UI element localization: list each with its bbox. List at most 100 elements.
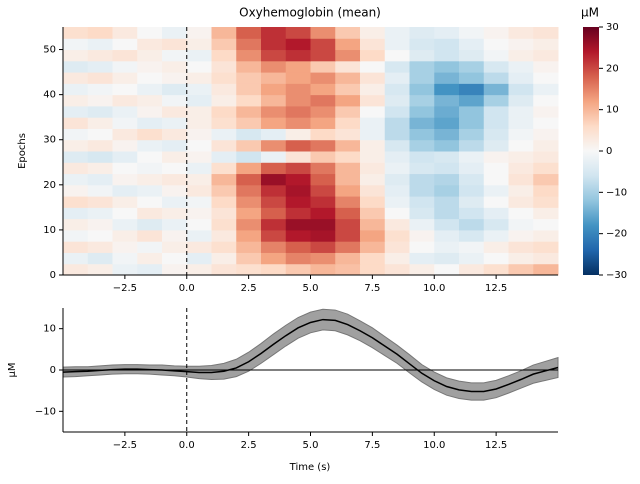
heatmap-cell (87, 263, 113, 276)
heatmap-cell (360, 151, 386, 163)
heatmap-cell (533, 117, 559, 129)
heatmap-cell (310, 229, 336, 242)
heatmap-cell (87, 151, 113, 163)
heatmap-cell (508, 263, 534, 276)
heatmap-cell (434, 60, 460, 73)
heatmap-cell (310, 128, 336, 141)
heatmap-cell (409, 229, 435, 242)
heatmap-cell (335, 173, 361, 186)
heatmap-cell (162, 128, 188, 141)
heatmap-cell (211, 105, 237, 118)
heatmap-cell (384, 162, 410, 175)
heatmap-cell (508, 72, 534, 84)
heatmap-cell (335, 117, 361, 129)
x-tick-label: 10.0 (423, 440, 445, 451)
heatmap-cell (186, 241, 212, 253)
heatmap-cell (137, 229, 163, 242)
heatmap-cell (162, 162, 188, 175)
heatmap-cell (236, 27, 262, 39)
heatmap-cell (360, 252, 386, 265)
heatmap-cell (137, 38, 163, 51)
heatmap-cell (261, 128, 287, 141)
heatmap-cell (236, 162, 262, 175)
heatmap-cell (261, 117, 287, 129)
heatmap-cell (459, 151, 485, 163)
heatmap-cell (87, 229, 113, 242)
heatmap-cell (459, 184, 485, 197)
heatmap-cell (409, 162, 435, 175)
heatmap-cell (508, 128, 534, 141)
heatmap-cell (261, 162, 287, 175)
heatmap-cell (335, 184, 361, 197)
heatmap-cell (508, 38, 534, 51)
heatmap-cell (112, 218, 138, 231)
heatmap-cell (186, 263, 212, 276)
heatmap-cell (459, 94, 485, 107)
heatmap-cell (434, 263, 460, 276)
heatmap-cell (162, 105, 188, 118)
heatmap-cell (63, 263, 89, 276)
heatmap-cell (310, 105, 336, 118)
x-tick-label: 7.5 (364, 440, 380, 451)
heatmap-cell (87, 252, 113, 265)
heatmap-cell (137, 218, 163, 231)
heatmap-cell (310, 207, 336, 220)
heatmap-cell (137, 241, 163, 253)
heatmap-cell (162, 196, 188, 208)
heatmap-cell (186, 229, 212, 242)
heatmap-cell (360, 229, 386, 242)
heatmap-cell (533, 151, 559, 163)
heatmap-cell (384, 196, 410, 208)
heatmap-cell (211, 241, 237, 253)
heatmap-cell (112, 207, 138, 220)
heatmap-cell (384, 105, 410, 118)
heatmap-cell (211, 83, 237, 96)
heatmap-cell (459, 263, 485, 276)
heatmap-cell (285, 162, 311, 175)
heatmap-cell (87, 128, 113, 141)
heatmap-cell (409, 38, 435, 51)
heatmap-cell (137, 94, 163, 107)
heatmap-cell (261, 252, 287, 265)
heatmap-cell (285, 151, 311, 163)
heatmap-cell (360, 139, 386, 152)
heatmap-cell (285, 105, 311, 118)
heatmap-cell (211, 229, 237, 242)
colorbar-tick-label: 10 (606, 105, 619, 116)
heatmap-cell (409, 72, 435, 84)
heatmap-cell (87, 196, 113, 208)
heatmap-cell (63, 184, 89, 197)
heatmap-cell (261, 151, 287, 163)
heatmap-cell (360, 27, 386, 39)
heatmap-cell (409, 94, 435, 107)
heatmap-cell (137, 139, 163, 152)
heatmap-cell (285, 72, 311, 84)
heatmap-cell (508, 241, 534, 253)
heatmap-cell (384, 184, 410, 197)
heatmap-cell (310, 27, 336, 39)
x-axis-label: Time (s) (289, 462, 331, 473)
heatmap-cell (137, 263, 163, 276)
heatmap-cell (285, 252, 311, 265)
heatmap-cell (360, 128, 386, 141)
colorbar-label: µM (581, 6, 599, 20)
heatmap-cell (335, 252, 361, 265)
heatmap-cell (137, 173, 163, 186)
heatmap-cell (236, 139, 262, 152)
heatmap-cell (162, 72, 188, 84)
y-tick-label: 10 (43, 225, 56, 236)
heatmap-cell (459, 139, 485, 152)
heatmap-cell (236, 184, 262, 197)
heatmap-cell (63, 117, 89, 129)
colorbar-tick-label: −20 (606, 229, 627, 240)
heatmap-cell (310, 173, 336, 186)
heatmap-cell (186, 173, 212, 186)
heatmap-cell (483, 83, 509, 96)
y-tick-label: 50 (43, 45, 56, 56)
heatmap-cell (186, 38, 212, 51)
heatmap-cell (112, 151, 138, 163)
heatmap-cell (384, 117, 410, 129)
colorbar-tick-label: 0 (606, 146, 612, 157)
heatmap-cell (335, 229, 361, 242)
x-tick-label: 12.5 (485, 283, 507, 294)
